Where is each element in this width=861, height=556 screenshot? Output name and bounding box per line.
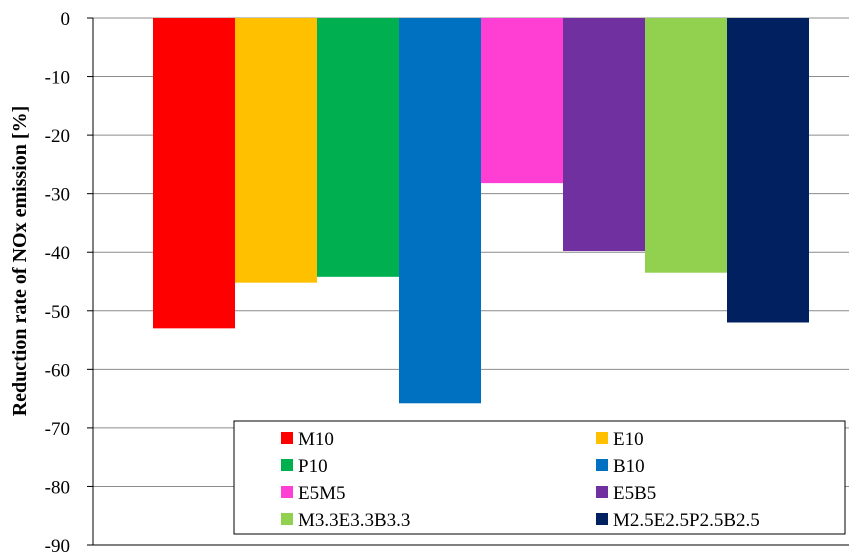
bar-M2.5E2.5P2.5B2.5: [727, 18, 809, 323]
y-tick-label-1: -10: [45, 68, 70, 89]
legend-swatch-M10: [281, 432, 293, 444]
legend-label-E10: E10: [613, 429, 644, 450]
y-tick-label-2: -20: [45, 126, 70, 147]
legend-label-B10: B10: [613, 456, 645, 477]
bar-B10: [399, 18, 481, 404]
bar-E10: [235, 18, 317, 283]
y-tick-label-0: 0: [61, 9, 71, 30]
y-tick-label-7: -70: [45, 419, 70, 440]
y-tick-labels: 0 -10 -20 -30 -40 -50 -60 -70 -80 -90: [45, 9, 70, 556]
legend-label-E5B5: E5B5: [613, 483, 656, 504]
y-tick-label-5: -50: [45, 302, 70, 323]
legend-swatch-M2.5E2.5P2.5B2.5: [596, 513, 608, 525]
legend-swatch-E5M5: [281, 486, 293, 498]
legend-label-M3.3E3.3B3.3: M3.3E3.3B3.3: [298, 510, 410, 531]
y-tick-label-8: -80: [45, 477, 70, 498]
axes: [87, 17, 849, 546]
y-tick-label-9: -90: [45, 536, 70, 556]
legend-label-M2.5E2.5P2.5B2.5: M2.5E2.5P2.5B2.5: [613, 510, 760, 531]
bar-M10: [153, 18, 235, 329]
bar-E5B5: [563, 18, 645, 252]
legend: M10 E10 P10 B10 E5M5 E5B5 M3.3E3.3B3.3 M2.5E2.5…: [233, 420, 846, 535]
y-tick-label-4: -40: [45, 243, 70, 264]
legend-swatch-E10: [596, 432, 608, 444]
bars: [153, 18, 809, 404]
y-axis-title: Reduction rate of NOx emission [%]: [9, 106, 31, 417]
bar-P10: [317, 18, 399, 277]
legend-label-P10: P10: [298, 456, 328, 477]
legend-swatch-B10: [596, 459, 608, 471]
y-tick-label-6: -60: [45, 360, 70, 381]
bar-E5M5: [481, 18, 563, 184]
legend-box: [233, 420, 846, 535]
legend-swatch-M3.3E3.3B3.3: [281, 513, 293, 525]
legend-swatch-E5B5: [596, 486, 608, 498]
bar-M3.3E3.3B3.3: [645, 18, 727, 273]
legend-label-M10: M10: [298, 429, 334, 450]
y-tick-label-3: -30: [45, 185, 70, 206]
legend-swatch-P10: [281, 459, 293, 471]
legend-label-E5M5: E5M5: [298, 483, 346, 504]
